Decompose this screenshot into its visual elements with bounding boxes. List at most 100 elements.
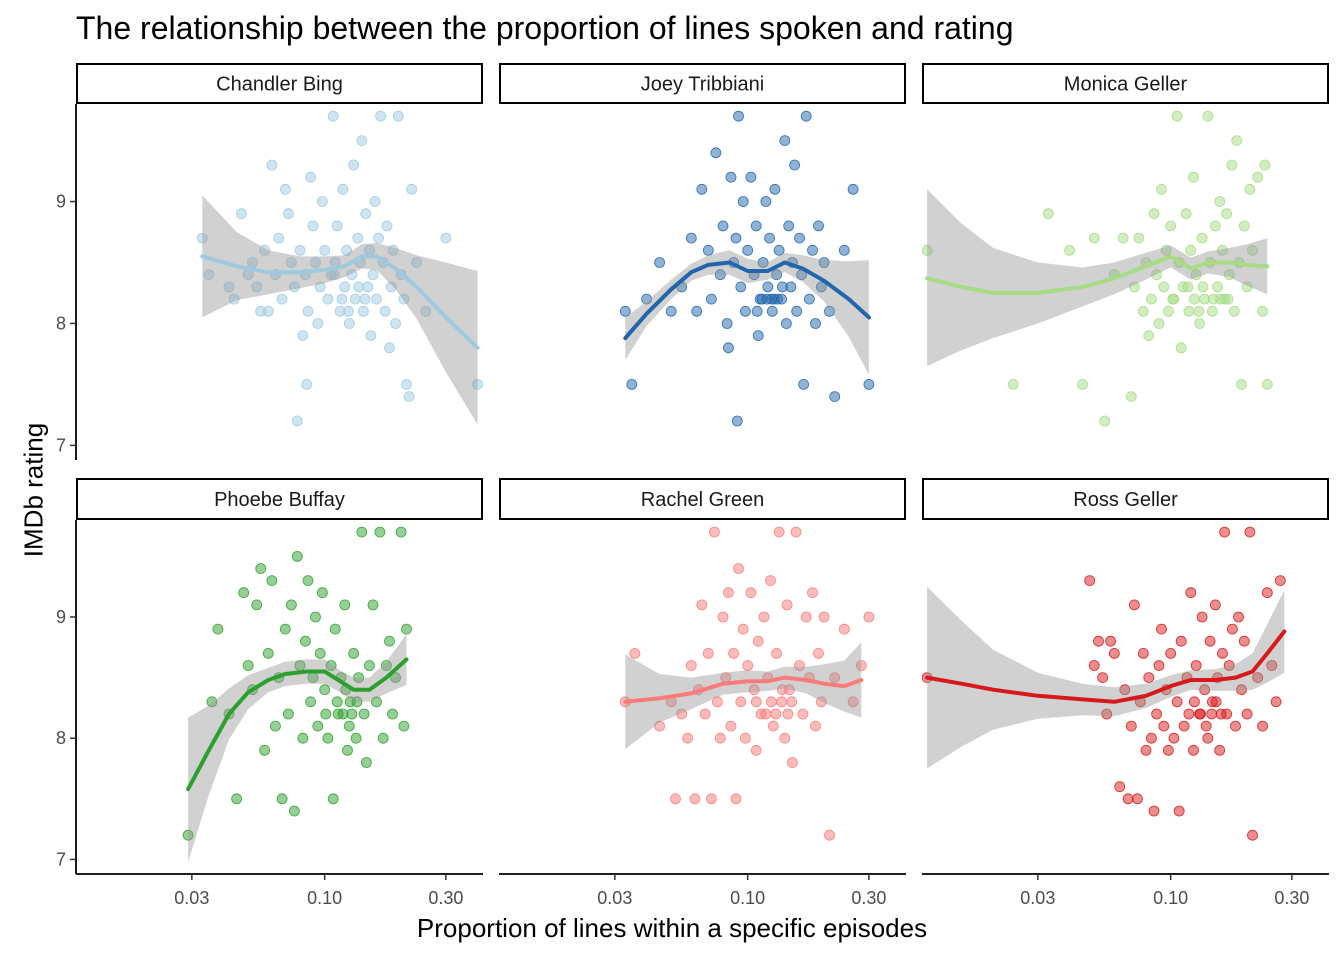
data-point	[294, 244, 306, 256]
data-point	[691, 305, 703, 317]
data-point	[365, 330, 377, 342]
data-point	[1210, 220, 1221, 232]
data-point	[231, 793, 243, 805]
smooth-line	[200, 254, 480, 350]
data-point	[807, 587, 818, 599]
data-point	[1151, 269, 1162, 281]
data-point	[1188, 171, 1199, 183]
plot-area	[922, 110, 1273, 427]
data-point	[728, 648, 739, 659]
facet-strip	[76, 63, 483, 104]
data-point	[371, 696, 382, 708]
data-point	[1158, 720, 1170, 732]
data-point	[351, 696, 363, 708]
data-point	[745, 171, 757, 183]
data-point	[288, 805, 300, 817]
data-point	[1202, 110, 1214, 122]
data-point	[331, 696, 343, 708]
data-point	[1247, 244, 1258, 256]
data-point	[312, 318, 324, 329]
data-point	[307, 220, 319, 232]
data-point	[276, 793, 288, 805]
data-point	[760, 196, 772, 207]
data-point	[735, 696, 747, 708]
data-point	[299, 635, 311, 647]
facet-strip-label: Joey Tribbiani	[641, 74, 764, 96]
data-point	[377, 732, 389, 744]
data-point	[1193, 305, 1205, 317]
smooth-line	[623, 675, 864, 704]
data-point	[1223, 269, 1235, 281]
data-point	[777, 684, 788, 696]
data-point	[1259, 159, 1271, 171]
data-point	[346, 269, 358, 281]
data-point	[358, 708, 370, 720]
facet-strip	[499, 63, 906, 104]
data-point	[685, 660, 697, 671]
data-point	[804, 293, 815, 305]
y-tick-label: 7	[56, 849, 66, 869]
data-point	[411, 257, 423, 268]
data-point	[771, 648, 782, 659]
confidence-band	[625, 250, 869, 375]
data-point	[800, 110, 812, 122]
smooth-line	[623, 260, 871, 341]
data-point	[381, 220, 393, 232]
data-point	[359, 293, 371, 305]
data-point	[316, 587, 328, 599]
data-point	[810, 318, 821, 329]
data-point	[336, 293, 348, 305]
data-point	[765, 575, 776, 586]
data-point	[1007, 378, 1019, 390]
facet-strip-label: Phoebe Buffay	[214, 489, 345, 511]
data-point	[1215, 708, 1227, 720]
data-point	[310, 611, 321, 623]
data-point	[1238, 220, 1250, 232]
data-point	[297, 732, 309, 744]
data-point	[733, 563, 744, 574]
data-point	[740, 305, 751, 317]
x-tick-label: 0.30	[428, 888, 463, 908]
data-point	[781, 599, 793, 611]
data-point	[682, 732, 693, 744]
data-point	[1146, 293, 1157, 305]
data-point	[327, 110, 339, 122]
data-point	[384, 635, 395, 647]
data-point	[301, 378, 313, 390]
data-point	[302, 575, 314, 586]
smooth-line	[186, 657, 409, 792]
data-point	[1274, 575, 1286, 586]
data-point	[1167, 293, 1179, 305]
data-point	[773, 526, 785, 538]
data-point	[343, 720, 355, 732]
data-point	[357, 305, 369, 317]
data-point	[314, 648, 326, 659]
data-point	[379, 305, 391, 317]
data-point	[764, 232, 775, 244]
data-point	[1137, 305, 1149, 317]
data-point	[1114, 781, 1126, 793]
data-point	[1175, 342, 1187, 354]
data-point	[276, 293, 288, 305]
chart-title: The relationship between the proportion …	[76, 10, 1014, 46]
data-point	[1206, 708, 1218, 720]
data-point	[1182, 281, 1194, 293]
data-point	[1129, 281, 1140, 293]
data-point	[251, 599, 263, 611]
data-point	[696, 183, 708, 195]
data-point	[360, 208, 372, 220]
data-point	[348, 159, 360, 171]
data-point	[1171, 696, 1183, 708]
data-point	[362, 281, 374, 293]
facet-panel: Phoebe Buffay 7 8 9 0.03 0.10 0.30	[56, 478, 483, 908]
data-point	[356, 526, 368, 538]
data-point	[352, 232, 364, 244]
data-point	[1188, 744, 1199, 756]
data-point	[735, 281, 747, 293]
data-point	[1183, 305, 1195, 317]
data-point	[777, 281, 788, 293]
x-tick-label: 0.10	[1153, 888, 1188, 908]
data-point	[1244, 183, 1256, 195]
data-point	[730, 232, 742, 244]
data-point	[1236, 378, 1247, 390]
